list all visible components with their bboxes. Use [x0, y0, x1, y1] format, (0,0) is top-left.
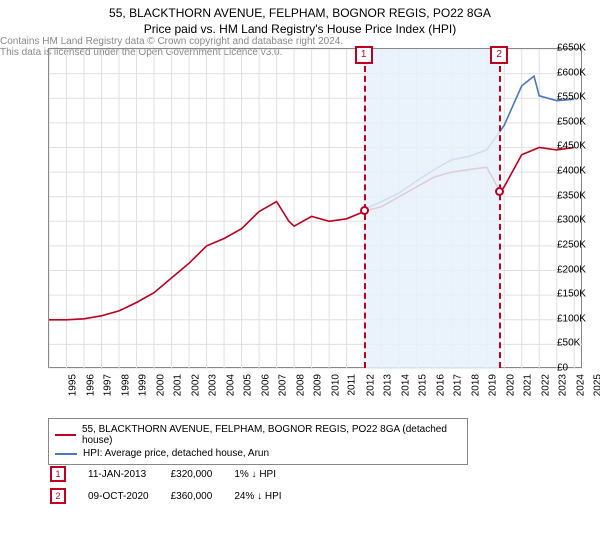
title-main: 55, BLACKTHORN AVENUE, FELPHAM, BOGNOR R… [0, 6, 600, 20]
x-tick-label: 2012 [365, 374, 376, 396]
event-marker: 1 [50, 466, 66, 482]
event-date: 09-OCT-2020 [88, 486, 169, 506]
marker-dash [364, 66, 366, 368]
y-tick-label: £150K [557, 289, 600, 300]
legend-row: 55, BLACKTHORN AVENUE, FELPHAM, BOGNOR R… [55, 423, 461, 447]
x-tick-label: 1996 [85, 374, 96, 396]
x-tick-label: 2010 [330, 374, 341, 396]
x-tick-label: 2016 [435, 374, 446, 396]
x-tick-label: 2007 [277, 374, 288, 396]
x-tick-label: 2004 [225, 374, 236, 396]
x-tick-label: 2006 [260, 374, 271, 396]
plot-area [48, 48, 582, 368]
y-tick-label: £400K [557, 166, 600, 177]
event-row: 2 09-OCT-2020£360,00024% ↓ HPI [50, 486, 302, 506]
y-tick-label: £450K [557, 141, 600, 152]
x-tick-label: 2013 [382, 374, 393, 396]
x-tick-label: 2002 [190, 374, 201, 396]
events-table: 1 11-JAN-2013£320,0001% ↓ HPI 2 09-OCT-2020… [48, 462, 304, 508]
x-tick-label: 2000 [155, 374, 166, 396]
legend-label: 55, BLACKTHORN AVENUE, FELPHAM, BOGNOR R… [82, 424, 461, 446]
x-tick-label: 2023 [557, 374, 568, 396]
legend-row: HPI: Average price, detached house, Arun [55, 447, 461, 460]
y-tick-label: £550K [557, 92, 600, 103]
y-tick-label: £0 [557, 363, 600, 374]
footer-line: Contains HM Land Registry data © Crown c… [0, 36, 600, 47]
marker-label: 1 [355, 46, 373, 64]
x-tick-label: 2015 [417, 374, 428, 396]
legend: 55, BLACKTHORN AVENUE, FELPHAM, BOGNOR R… [48, 418, 468, 465]
event-price: £320,000 [171, 464, 233, 484]
event-row: 1 11-JAN-2013£320,0001% ↓ HPI [50, 464, 302, 484]
x-tick-label: 2001 [172, 374, 183, 396]
y-tick-label: £650K [557, 43, 600, 54]
x-tick-label: 1997 [102, 374, 113, 396]
legend-label: HPI: Average price, detached house, Arun [83, 448, 269, 459]
title-sub: Price paid vs. HM Land Registry's House … [0, 22, 600, 36]
x-tick-label: 2024 [575, 374, 586, 396]
x-tick-label: 2017 [452, 374, 463, 396]
x-tick-label: 1995 [67, 374, 78, 396]
x-tick-label: 2008 [295, 374, 306, 396]
x-tick-label: 2009 [312, 374, 323, 396]
x-tick-label: 2022 [540, 374, 551, 396]
x-tick-label: 1998 [120, 374, 131, 396]
y-tick-label: £50K [557, 338, 600, 349]
legend-swatch [55, 453, 77, 455]
x-tick-label: 2011 [347, 374, 358, 396]
marker-label: 2 [490, 46, 508, 64]
x-tick-label: 2020 [505, 374, 516, 396]
marker-dash [499, 66, 501, 368]
event-date: 11-JAN-2013 [88, 464, 169, 484]
y-tick-label: £250K [557, 239, 600, 250]
event-delta: 1% ↓ HPI [234, 464, 301, 484]
x-tick-label: 2018 [470, 374, 481, 396]
chart-container: 55, BLACKTHORN AVENUE, FELPHAM, BOGNOR R… [0, 0, 600, 560]
y-tick-label: £100K [557, 313, 600, 324]
event-delta: 24% ↓ HPI [234, 486, 301, 506]
x-tick-label: 1999 [137, 374, 148, 396]
plot-svg [49, 49, 583, 369]
x-tick-label: 2014 [400, 374, 411, 396]
event-price: £360,000 [171, 486, 233, 506]
y-tick-label: £500K [557, 116, 600, 127]
legend-swatch [55, 434, 76, 436]
marker-dot [495, 187, 504, 196]
y-tick-label: £350K [557, 190, 600, 201]
x-tick-label: 2005 [242, 374, 253, 396]
y-tick-label: £200K [557, 264, 600, 275]
x-tick-label: 2003 [207, 374, 218, 396]
x-tick-label: 2021 [522, 374, 533, 396]
x-tick-label: 2019 [487, 374, 498, 396]
x-tick-label: 2025 [592, 374, 600, 396]
event-marker: 2 [50, 488, 66, 504]
y-tick-label: £600K [557, 67, 600, 78]
y-tick-label: £300K [557, 215, 600, 226]
shaded-period [365, 49, 501, 369]
